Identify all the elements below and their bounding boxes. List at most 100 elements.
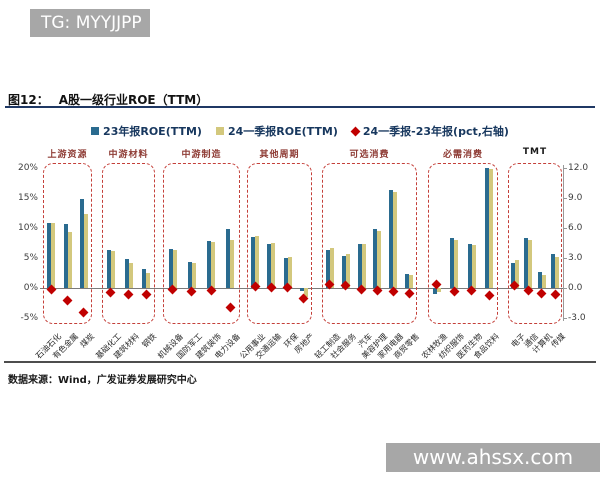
bar-23fy xyxy=(405,273,410,288)
left-axis-tick: 20% xyxy=(17,163,38,173)
bar-23fy xyxy=(168,249,173,288)
bar-23fy xyxy=(524,238,529,288)
bar-24q1 xyxy=(110,251,115,288)
right-axis-tick: 9.0 xyxy=(568,193,583,203)
legend-label-24q1: 24一季报ROE(TTM) xyxy=(227,125,338,138)
bar-24q1 xyxy=(393,192,398,288)
right-axis-tick-mark xyxy=(563,318,567,319)
legend-item-diff: 24一季报-23年报(pct,右轴) xyxy=(350,123,509,139)
bar-24q1 xyxy=(541,274,546,288)
group-box xyxy=(322,163,417,324)
legend-label-diff: 24一季报-23年报(pct,右轴) xyxy=(362,125,509,138)
group-box xyxy=(43,163,92,324)
right-axis-tick: 3.0 xyxy=(568,253,583,263)
bar-24q1 xyxy=(528,240,533,288)
bar-23fy xyxy=(124,259,129,288)
bar-24q1 xyxy=(172,249,177,288)
bar-24q1 xyxy=(454,240,459,288)
bar-24q1 xyxy=(345,253,350,288)
bar-24q1 xyxy=(83,213,88,288)
bar-24q1 xyxy=(287,257,292,288)
bar-23fy xyxy=(510,262,515,288)
right-axis-tick-mark xyxy=(563,258,567,259)
bar-24q1 xyxy=(255,235,260,288)
bar-24q1 xyxy=(191,263,196,288)
right-axis-tick: -3.0 xyxy=(568,313,586,323)
bar-23fy xyxy=(551,254,556,288)
bar-23fy xyxy=(537,271,542,288)
khaki-square-icon xyxy=(215,127,224,135)
bar-24q1 xyxy=(329,248,334,288)
group-label: 其他周期 xyxy=(259,150,300,160)
bar-23fy xyxy=(373,229,378,288)
legend-item-23fy: 23年报ROE(TTM) xyxy=(91,123,202,139)
watermark-top-banner: TG: MYYJJPP xyxy=(30,9,150,37)
bar-24q1 xyxy=(514,259,519,288)
right-axis-tick-mark xyxy=(563,288,567,289)
bar-23fy xyxy=(63,224,68,288)
watermark-bottom-banner: www.ahssx.com xyxy=(386,443,600,472)
right-axis-line xyxy=(563,165,564,321)
bar-24q1 xyxy=(303,288,308,297)
bar-23fy xyxy=(267,243,272,288)
figure-number: 图12： xyxy=(8,93,49,107)
bar-23fy xyxy=(283,258,288,288)
bar-24q1 xyxy=(51,223,56,288)
bar-23fy xyxy=(106,249,111,288)
bar-24q1 xyxy=(211,241,216,288)
group-box xyxy=(247,163,312,324)
bar-23fy xyxy=(485,168,490,288)
bar-23fy xyxy=(251,237,256,288)
group-label: 必需消费 xyxy=(442,150,483,160)
group-label: 上游资源 xyxy=(47,150,88,160)
industry-label: 煤炭 xyxy=(78,331,96,350)
bar-23fy xyxy=(432,288,437,294)
bar-24q1 xyxy=(67,231,72,288)
bar-24q1 xyxy=(555,256,560,288)
bar-24q1 xyxy=(409,274,414,288)
bar-24q1 xyxy=(271,243,276,288)
group-label: 可选消费 xyxy=(349,150,390,160)
left-axis-tick: 5% xyxy=(23,253,38,263)
bar-23fy xyxy=(207,240,212,288)
bar-23fy xyxy=(450,238,455,288)
data-source: 数据来源：Wind，广发证券发展研究中心 xyxy=(8,375,197,386)
right-axis-tick-mark xyxy=(563,228,567,229)
right-axis-tick-mark xyxy=(563,168,567,169)
bar-23fy xyxy=(299,288,304,291)
bar-23fy xyxy=(187,261,192,288)
right-axis-tick: 6.0 xyxy=(568,223,583,233)
group-box xyxy=(163,163,240,324)
group-box xyxy=(428,163,498,324)
bar-23fy xyxy=(389,190,394,288)
figure-title: 图12： A股一级行业ROE（TTM） xyxy=(8,91,208,108)
bar-23fy xyxy=(79,199,84,288)
left-axis-tick: -5% xyxy=(20,313,38,323)
left-axis-tick: 10% xyxy=(17,223,38,233)
left-axis-tick: 0% xyxy=(23,283,38,293)
bar-24q1 xyxy=(436,288,441,292)
bar-24q1 xyxy=(361,244,366,288)
legend-label-23fy: 23年报ROE(TTM) xyxy=(103,125,202,138)
watermark-top-text: TG: MYYJJPP xyxy=(41,13,142,33)
right-axis-tick: 0.0 xyxy=(568,283,583,293)
bar-23fy xyxy=(467,243,472,288)
legend-item-24q1: 24一季报ROE(TTM) xyxy=(215,123,338,139)
group-label: TMT xyxy=(522,147,548,157)
left-axis-tick: 15% xyxy=(17,193,38,203)
bar-23fy xyxy=(341,255,346,288)
group-label: 中游材料 xyxy=(108,150,149,160)
right-axis-tick-mark xyxy=(563,198,567,199)
bar-23fy xyxy=(47,222,52,288)
industry-label: 钢铁 xyxy=(140,331,159,350)
bar-24q1 xyxy=(489,168,494,288)
bar-23fy xyxy=(142,269,147,288)
group-box xyxy=(102,163,155,324)
bar-24q1 xyxy=(230,240,235,288)
bar-24q1 xyxy=(471,244,476,288)
right-axis-tick: 12.0 xyxy=(568,163,589,173)
chart-legend: 23年报ROE(TTM) 24一季报ROE(TTM) 24一季报-23年报(pc… xyxy=(0,123,600,139)
industry-label: 传媒 xyxy=(549,331,568,350)
